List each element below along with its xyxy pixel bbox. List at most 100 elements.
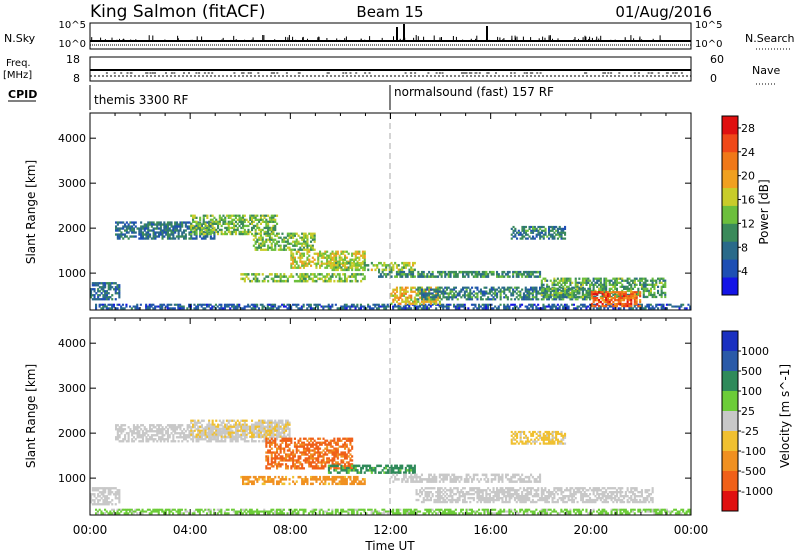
heatmap-cell	[211, 222, 214, 225]
heatmap-cell	[265, 234, 268, 237]
heatmap-cell	[660, 295, 663, 299]
heatmap-cell	[417, 292, 420, 295]
heatmap-cell	[288, 431, 291, 434]
heatmap-cell	[299, 266, 302, 269]
heatmap-cell	[402, 307, 405, 310]
heatmap-cell	[319, 453, 322, 456]
heatmap-cell	[578, 287, 581, 290]
heatmap-cell	[267, 248, 270, 251]
heatmap-cell	[206, 431, 209, 434]
heatmap-cell	[526, 275, 529, 278]
heatmap-cell	[531, 294, 534, 297]
heatmap-cell	[331, 252, 334, 255]
heatmap-cell	[168, 436, 171, 439]
heatmap-cell	[265, 220, 268, 223]
heatmap-cell	[304, 453, 307, 456]
heatmap-cell	[619, 299, 622, 302]
heatmap-cell	[495, 307, 498, 310]
heatmap-cell	[193, 228, 196, 232]
heatmap-cell	[460, 270, 463, 274]
heatmap-cell	[98, 491, 101, 494]
heatmap-cell	[431, 298, 434, 301]
heatmap-cell	[555, 289, 558, 293]
heatmap-cell	[306, 242, 309, 245]
heatmap-cell	[338, 266, 341, 269]
heatmap-cell	[279, 273, 282, 276]
heatmap-cell	[158, 438, 161, 441]
heatmap-cell	[192, 430, 195, 433]
heatmap-cell	[285, 441, 288, 444]
heatmap-cell	[274, 451, 277, 454]
heatmap-cell	[256, 232, 259, 235]
heatmap-cell	[619, 297, 622, 300]
heatmap-cell	[429, 286, 432, 289]
heatmap-cell	[624, 291, 627, 294]
heatmap-cell	[320, 262, 323, 265]
heatmap-cell	[143, 229, 146, 232]
heatmap-cell	[401, 294, 404, 297]
heatmap-cell	[159, 438, 162, 441]
heatmap-cell	[242, 218, 245, 221]
heatmap-cell	[304, 273, 307, 276]
heatmap-cell	[615, 304, 618, 308]
heatmap-cell	[184, 436, 187, 439]
heatmap-cell	[671, 305, 674, 308]
heatmap-cell	[367, 264, 370, 267]
heatmap-cell	[474, 273, 477, 276]
heatmap-cell	[163, 235, 166, 238]
heatmap-cell	[186, 227, 189, 230]
heatmap-cell	[292, 240, 295, 243]
heatmap-cell	[197, 431, 200, 434]
heatmap-cell	[175, 303, 178, 306]
heatmap-cell	[540, 285, 543, 288]
heatmap-cell	[249, 214, 252, 217]
heatmap-cell	[259, 232, 262, 235]
heatmap-cell	[215, 425, 218, 428]
heatmap-cell	[501, 275, 504, 278]
heatmap-cell	[161, 305, 164, 308]
heatmap-cell	[352, 262, 355, 265]
heatmap-cell	[249, 218, 252, 221]
heatmap-cell	[513, 307, 516, 310]
heatmap-cell	[295, 238, 298, 241]
heatmap-cell	[225, 305, 228, 308]
heatmap-cell	[97, 284, 100, 287]
heatmap-cell	[202, 237, 205, 240]
heatmap-cell	[361, 262, 364, 265]
heatmap-cell	[528, 303, 531, 306]
heatmap-cell	[224, 438, 227, 441]
heatmap-cell	[114, 286, 117, 289]
heatmap-cell	[471, 270, 474, 274]
heatmap-cell	[272, 216, 275, 219]
heatmap-cell	[433, 298, 436, 301]
heatmap-cell	[268, 234, 271, 237]
heatmap-cell	[91, 294, 94, 297]
heatmap-cell	[220, 438, 223, 441]
heatmap-cell	[465, 298, 468, 301]
heatmap-cell	[97, 290, 100, 293]
heatmap-cell	[363, 252, 366, 255]
heatmap-cell	[295, 305, 298, 308]
heatmap-cell	[331, 261, 334, 265]
heatmap-cell	[186, 436, 189, 439]
heatmap-cell	[265, 222, 268, 225]
heatmap-cell	[286, 234, 289, 237]
heatmap-cell	[184, 237, 187, 240]
heatmap-cell	[274, 427, 277, 430]
heatmap-cell	[158, 424, 161, 427]
heatmap-cell	[161, 229, 164, 232]
heatmap-cell	[623, 304, 626, 308]
heatmap-cell	[589, 291, 592, 295]
heatmap-cell	[589, 298, 592, 301]
heatmap-cell	[610, 302, 613, 306]
heatmap-cell	[243, 429, 246, 432]
heatmap-cell	[662, 307, 665, 310]
heatmap-cell	[156, 440, 159, 443]
heatmap-cell	[236, 226, 239, 230]
heatmap-cell	[342, 273, 345, 276]
heatmap-cell	[261, 434, 264, 437]
heatmap-cell	[268, 228, 271, 232]
heatmap-cell	[454, 270, 457, 274]
heatmap-cell	[506, 303, 509, 306]
heatmap-cell	[192, 440, 195, 443]
